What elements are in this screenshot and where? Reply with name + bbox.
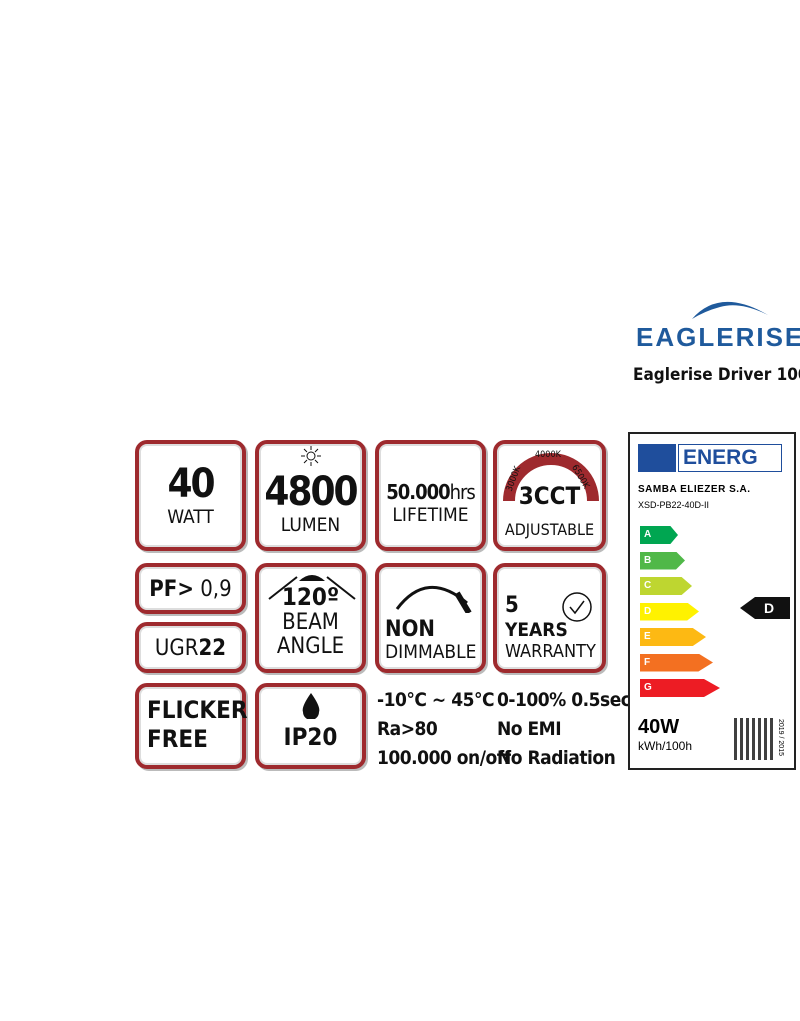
ugr-label: UGR: [154, 636, 199, 661]
flicker-tile: FLICKER FREE: [135, 683, 248, 769]
cct: 3CCT: [518, 482, 581, 510]
spec-list: 0-100% 0.5sec No EMI No Radiation: [497, 686, 631, 773]
energy-label: ENERG SAMBA ELIEZER S.A. XSD-PB22-40D-II…: [628, 432, 796, 770]
rating: D: [740, 597, 790, 619]
qr-code: [734, 718, 776, 760]
spec: No EMI: [497, 718, 562, 740]
energy-class: F: [640, 653, 713, 672]
energy-class: D: [640, 602, 699, 621]
pf: 0,9: [200, 577, 232, 602]
beam-line: BEAM: [282, 610, 339, 635]
beam: 120º: [281, 583, 340, 611]
model: XSD-PB22-40D-II: [638, 500, 710, 510]
spec: Ra>80: [377, 718, 438, 740]
energy-class: A: [640, 526, 678, 544]
ugr-tile: UGR22: [135, 622, 246, 673]
energy-class: G: [640, 679, 720, 697]
energy-class: E: [640, 628, 706, 646]
lumen: 4800: [264, 469, 358, 515]
supplier: SAMBA ELIEZER S.A.: [638, 484, 751, 495]
dimming-icon: [395, 586, 472, 613]
lifetime-tile: 50.000hrs LIFETIME: [375, 440, 486, 551]
eu-flag: [638, 444, 676, 472]
flicker-line: FREE: [147, 725, 208, 753]
dimming-line: NON: [385, 617, 435, 642]
flicker-line: FLICKER: [147, 696, 248, 724]
lumen-tile: 4800 LUMEN: [255, 440, 366, 551]
warranty-line: YEARS: [505, 619, 568, 641]
ip: IP20: [283, 723, 338, 751]
dimming-tile: NON DIMMABLE: [375, 563, 486, 673]
ip-tile: IP20: [255, 683, 366, 769]
spec: 100.000 on/off: [377, 747, 511, 769]
beam-icon: [268, 575, 356, 600]
pf-tile: PF> 0,9: [135, 563, 246, 614]
power: 40: [167, 461, 215, 507]
warranty: 5: [505, 593, 519, 618]
ugr: 22: [198, 636, 227, 661]
drop-icon: [302, 693, 319, 720]
beam-line: ANGLE: [276, 634, 345, 659]
consumption: 40W: [638, 716, 680, 738]
product-name: Eaglerise Driver 1000mA: [633, 365, 800, 385]
check-icon: [562, 592, 592, 622]
spec: 0-100% 0.5sec: [497, 689, 631, 711]
regulation: 2019 / 2015: [776, 719, 784, 756]
beam-tile: 120º BEAM ANGLE: [255, 563, 366, 673]
consumption-unit: kWh/100h: [638, 739, 693, 753]
lifetime: 50.000: [386, 480, 450, 504]
spec-list: -10°C ~ 45°C Ra>80 100.000 on/off: [377, 686, 511, 773]
cct-temp: 4000K: [535, 450, 561, 460]
lifetime-unit: LIFETIME: [392, 504, 469, 526]
cct-unit: ADJUSTABLE: [504, 520, 595, 539]
pf-label: PF>: [149, 577, 194, 602]
spec: No Radiation: [497, 747, 616, 769]
lumen-unit: LUMEN: [280, 514, 341, 536]
energy-title: ENERG: [678, 444, 782, 472]
spec: -10°C ~ 45°C: [377, 689, 495, 711]
energy-class: B: [640, 551, 685, 570]
warranty-line: WARRANTY: [505, 641, 596, 662]
power-unit: WATT: [167, 506, 214, 528]
cct-tile: 3000K 4000K 6500K 3CCT ADJUSTABLE: [493, 440, 606, 551]
energy-class: C: [640, 577, 692, 595]
logo-wing: [692, 301, 768, 319]
dimming-line: DIMMABLE: [385, 641, 477, 663]
logo: EAGLERISE: [636, 322, 800, 352]
sun-icon: [300, 446, 321, 466]
power-tile: 40 WATT: [135, 440, 246, 551]
lifetime-suffix: hrs: [449, 480, 476, 504]
cct-arc: [503, 453, 599, 501]
warranty-tile: 5 YEARS WARRANTY: [493, 563, 606, 673]
